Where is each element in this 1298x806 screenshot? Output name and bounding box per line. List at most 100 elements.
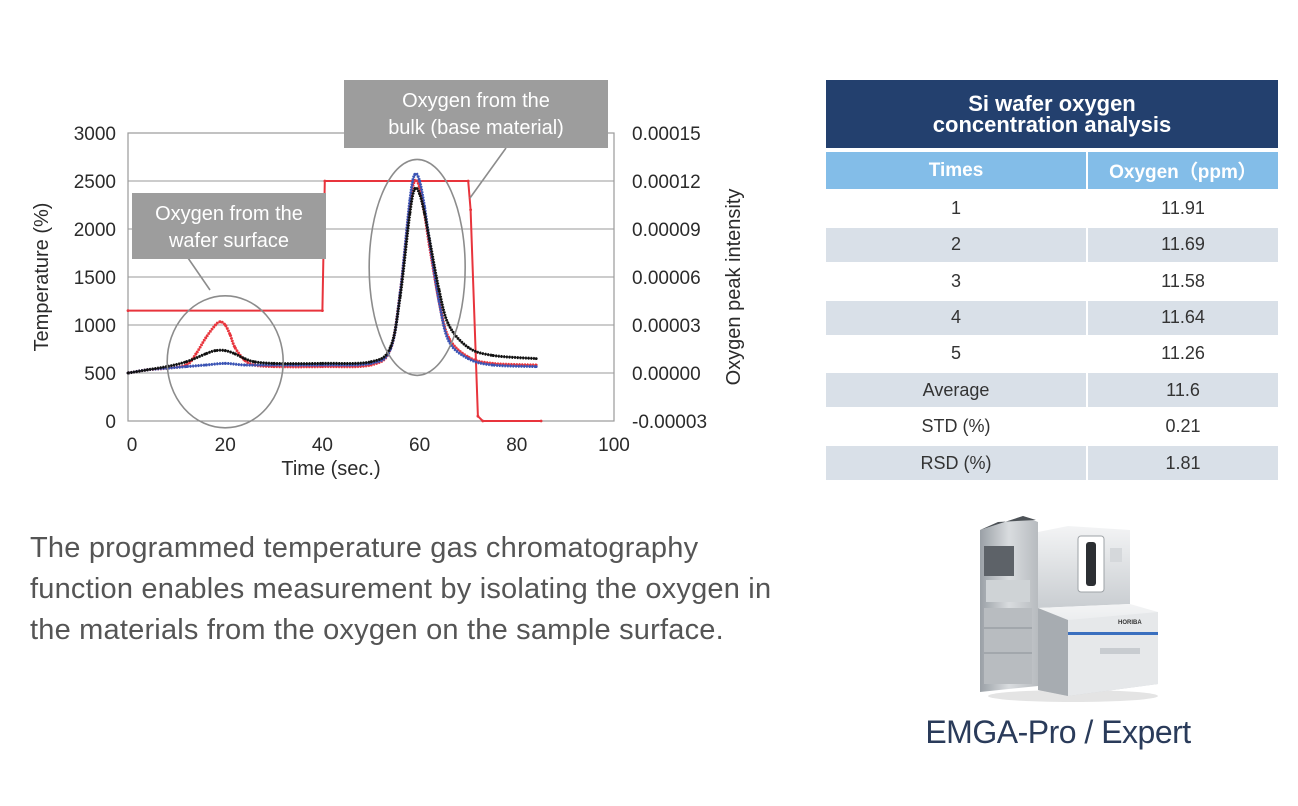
bulk-ellipse	[368, 158, 466, 377]
series-point-3	[204, 352, 208, 356]
row-label: 3	[950, 270, 961, 291]
x-axis-label: Time (sec.)	[281, 458, 380, 480]
series-point-0	[469, 208, 473, 212]
y2-tick-label: -0.00003	[632, 412, 707, 433]
y2-axis-label: Oxygen peak intensity	[723, 189, 745, 386]
row-value: 11.64	[1088, 300, 1278, 335]
x-tick-label: 60	[409, 435, 430, 456]
series-point-0	[466, 179, 470, 183]
series-point-0	[539, 419, 543, 423]
series-point-3	[243, 357, 247, 360]
series-point-3	[146, 368, 149, 372]
y-tick-label: 2000	[74, 220, 116, 241]
chart-svg: 050010001500200025003000-0.000030.000000…	[31, 80, 745, 480]
series-point-3	[369, 360, 373, 364]
product-name: EMGA-Pro / Expert	[925, 714, 1191, 750]
series-point-0	[481, 419, 485, 423]
chromatography-chart: 0 500 1000 1500 2000 2500 3000 -0.00003 0.00000 0…	[0, 0, 780, 500]
annotation-text: bulk (base material)	[388, 117, 564, 139]
series-point-2	[223, 362, 227, 365]
annotation-box	[344, 80, 608, 148]
row-label: 4	[826, 300, 1086, 335]
series-point-1	[204, 336, 208, 340]
y-axis-label: Temperature (%)	[31, 203, 53, 352]
x-tick-label: 0	[127, 435, 138, 456]
table-row: 3 11.58	[826, 264, 1278, 298]
series-point-1	[223, 323, 227, 327]
machine-brand-label: HORIBA	[1118, 620, 1142, 626]
series-point-2	[413, 173, 417, 177]
row-label: RSD (%)	[826, 446, 1086, 481]
surface-leader	[187, 257, 211, 291]
row-label: 1	[950, 197, 961, 218]
series-point-2	[204, 363, 208, 367]
table-row: 4 11.64	[826, 300, 1278, 335]
annotation-text: wafer surface	[168, 230, 289, 252]
series-point-0	[323, 179, 327, 183]
series-point-1	[194, 352, 198, 356]
table-body: 1 11.91 2 11.69 3 11.58 4 11.64 5 11.26 Average 11.…	[826, 191, 1278, 481]
row-value: 11.6	[1088, 373, 1278, 408]
annotation-box	[132, 193, 326, 259]
series-point-3	[389, 346, 392, 349]
emga-analyzer-image: HORIBA	[968, 508, 1168, 708]
row-value: 1.81	[1088, 446, 1278, 481]
series-point-2	[534, 365, 538, 368]
y2-tick-label: 0.00012	[632, 172, 701, 193]
series-point-3	[252, 360, 256, 364]
y2-tick-label: 0.00003	[632, 316, 701, 337]
series-point-3	[272, 362, 276, 365]
x-tick-label: 80	[506, 435, 527, 456]
surface-ellipse	[166, 294, 284, 429]
series-point-2	[491, 363, 494, 367]
series-point-3	[427, 237, 431, 241]
row-value: 0.21	[1165, 416, 1201, 437]
header-times: Times	[826, 152, 1086, 189]
series-point-3	[491, 354, 494, 357]
table-row: 1 11.91	[826, 191, 1278, 225]
series-point-3	[466, 346, 470, 349]
table-row: STD (%) 0.21	[826, 410, 1278, 444]
series-point-1	[413, 179, 417, 183]
series-point-3	[437, 288, 441, 292]
y-tick-label: 500	[84, 364, 116, 385]
annotation-text: Oxygen from the	[402, 90, 550, 112]
series-point-3	[126, 371, 130, 375]
series-point-3	[398, 294, 402, 298]
x-tick-label: 100	[598, 435, 630, 456]
row-value: 11.26	[1161, 343, 1205, 364]
series-point-3	[184, 360, 188, 364]
y2-tick-label: 0.00000	[632, 364, 701, 385]
row-label: 5	[950, 343, 961, 364]
annotation-text: Oxygen from the	[155, 203, 303, 225]
series-point-2	[466, 357, 470, 360]
series-point-1	[233, 346, 237, 349]
series-point-0	[126, 309, 130, 312]
series-point-3	[413, 187, 417, 191]
row-value: 11.58	[1161, 270, 1205, 291]
series-point-2	[243, 363, 247, 367]
series-point-3	[321, 362, 324, 365]
y-tick-label: 1500	[74, 268, 116, 289]
row-label: 2	[826, 227, 1086, 262]
series-point-3	[534, 357, 538, 360]
row-label: Average	[826, 373, 1086, 408]
table-row: Average 11.6	[826, 373, 1278, 408]
series-point-3	[418, 192, 421, 196]
y2-tick-label: 0.00015	[632, 124, 701, 145]
series-point-3	[233, 352, 237, 356]
series-point-1	[218, 320, 222, 324]
header-oxygen: Oxygen（ppm）	[1088, 152, 1278, 189]
series-point-0	[476, 414, 480, 418]
series-point-2	[184, 365, 188, 368]
oxygen-analysis-table: Si wafer oxygen concentration analysis T…	[826, 80, 1278, 481]
y-tick-label: 3000	[74, 124, 116, 145]
series-point-2	[447, 339, 451, 343]
series-point-3	[423, 211, 426, 215]
series-point-3	[447, 323, 451, 327]
table-row: 5 11.26	[826, 337, 1278, 371]
table-header-row: Times Oxygen（ppm）	[826, 152, 1278, 189]
series-point-3	[214, 349, 217, 352]
series-point-2	[437, 299, 441, 303]
description-text: The programmed temperature gas chromatog…	[30, 532, 772, 646]
